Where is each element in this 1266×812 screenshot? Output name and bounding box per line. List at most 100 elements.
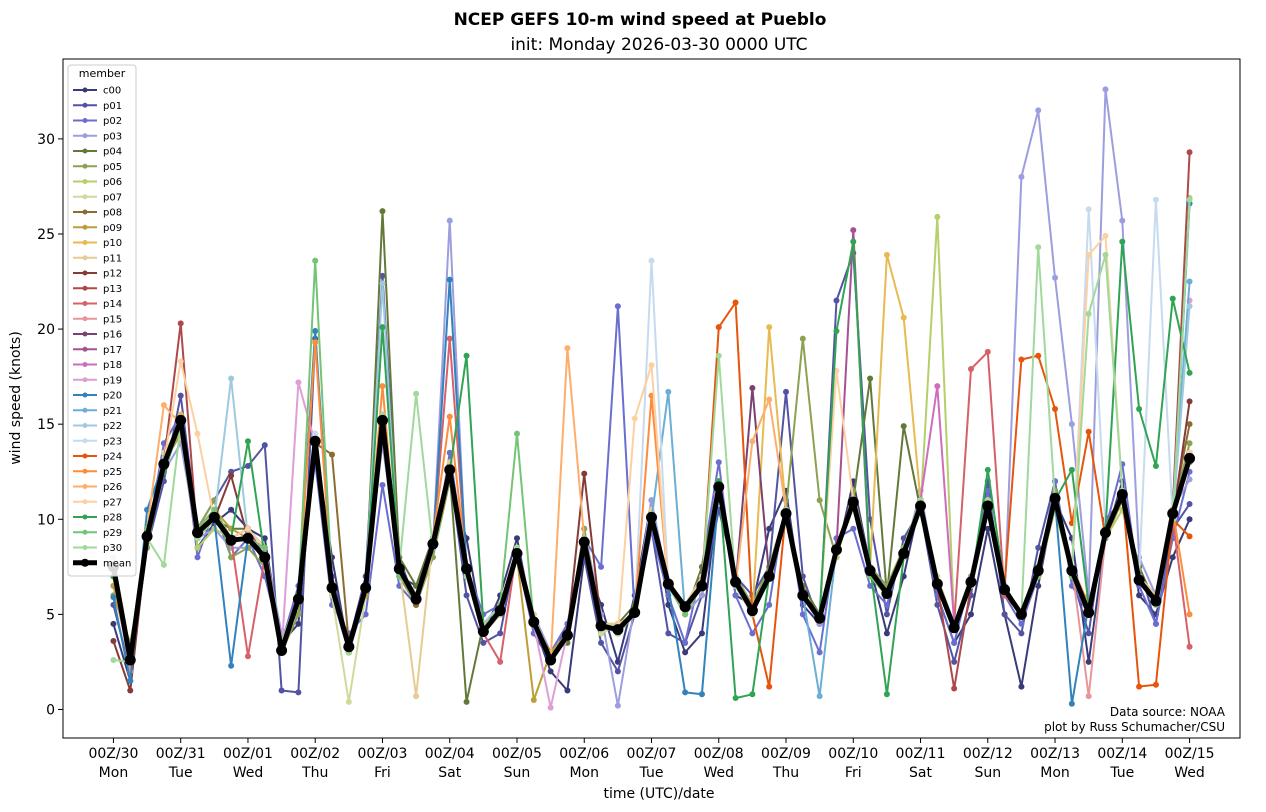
legend-label-p05: p05 xyxy=(103,162,122,173)
mean-point-42 xyxy=(814,612,826,624)
point-p01-16 xyxy=(379,272,386,279)
point-p05-64 xyxy=(1186,440,1193,447)
chart-title: NCEP GEFS 10-m wind speed at Pueblo xyxy=(454,10,827,30)
x-tick-day-1: Tue xyxy=(168,765,193,781)
point-p22-16 xyxy=(379,280,386,287)
mean-point-60 xyxy=(1116,489,1128,501)
point-p29-24 xyxy=(513,430,520,437)
legend-marker-mean xyxy=(81,558,89,567)
point-p28-43 xyxy=(833,327,840,334)
mean-point-25 xyxy=(528,616,540,628)
mean-point-33 xyxy=(662,578,674,590)
point-p02-46 xyxy=(883,601,890,608)
point-p02-15 xyxy=(362,611,369,618)
point-p28-37 xyxy=(732,695,739,702)
mean-point-7 xyxy=(225,534,237,546)
legend-label-p27: p27 xyxy=(103,497,122,508)
x-tick-label-15: 00Z/14 xyxy=(1097,746,1147,762)
legend-marker-p13 xyxy=(82,285,88,291)
mean-point-30 xyxy=(612,624,624,636)
point-p20-34 xyxy=(682,689,689,696)
point-p23-62 xyxy=(1152,196,1159,203)
legend-label-p20: p20 xyxy=(103,391,122,402)
y-tick-label-1: 5 xyxy=(46,607,55,623)
legend-marker-p24 xyxy=(82,453,88,459)
point-p24-62 xyxy=(1152,681,1159,688)
point-p29-34 xyxy=(682,611,689,618)
x-tick-day-10: Thu xyxy=(772,765,799,781)
legend-marker-p18 xyxy=(82,362,88,367)
x-tick-day-5: Sat xyxy=(438,765,461,781)
point-p10-47 xyxy=(900,314,907,321)
y-axis-label: wind speed (knots) xyxy=(8,331,24,465)
mean-point-32 xyxy=(646,511,657,523)
x-tick-day-9: Wed xyxy=(703,765,734,781)
point-p03-60 xyxy=(1119,217,1126,224)
mean-point-6 xyxy=(208,511,220,523)
point-c00-63 xyxy=(1169,554,1176,561)
point-p03-59 xyxy=(1102,86,1109,93)
mean-point-61 xyxy=(1133,574,1145,586)
data-source-note: Data source: NOAA xyxy=(1110,705,1226,719)
series-line-p24 xyxy=(112,301,1191,688)
legend-label-p18: p18 xyxy=(103,360,122,371)
point-p14-51 xyxy=(967,366,974,373)
y-axis: 0 5 10 15 20 25 30 xyxy=(37,132,63,718)
mean-series xyxy=(107,414,1196,666)
point-c00-64 xyxy=(1186,516,1193,523)
point-p24-36 xyxy=(715,324,722,331)
point-p22-7 xyxy=(228,375,235,382)
point-p01-29 xyxy=(598,639,605,646)
point-c00-33 xyxy=(665,601,672,608)
point-p28-46 xyxy=(883,691,890,698)
mean-point-11 xyxy=(292,593,304,605)
point-p25-16 xyxy=(379,383,386,390)
point-c00-46 xyxy=(883,630,890,637)
legend-marker-p12 xyxy=(82,270,88,276)
point-p07-14 xyxy=(345,698,352,705)
mean-point-52 xyxy=(982,500,994,512)
point-p25-20 xyxy=(446,413,453,420)
x-tick-day-15: Tue xyxy=(1109,765,1134,781)
mean-point-49 xyxy=(931,578,943,590)
point-c00-58 xyxy=(1085,658,1092,665)
point-p14-20 xyxy=(446,335,453,342)
point-p27-4 xyxy=(177,358,184,365)
legend-marker-p02 xyxy=(82,118,88,123)
x-tick-day-7: Mon xyxy=(569,765,599,781)
point-p02-5 xyxy=(194,554,201,561)
point-p24-58 xyxy=(1085,428,1092,435)
point-p03-54 xyxy=(1018,173,1025,180)
point-p30-59 xyxy=(1102,251,1109,258)
point-p25-12 xyxy=(312,339,319,346)
legend-marker-c00 xyxy=(82,87,88,93)
mean-point-8 xyxy=(242,532,254,544)
point-p06-5 xyxy=(194,544,201,551)
legend-marker-p05 xyxy=(82,163,88,169)
mean-point-64 xyxy=(1184,452,1196,464)
x-tick-label-14: 00Z/13 xyxy=(1030,746,1080,762)
point-p07-29 xyxy=(598,630,605,637)
x-axis-label: time (UTC)/date xyxy=(603,786,714,802)
mean-point-45 xyxy=(864,565,876,577)
legend-marker-p16 xyxy=(82,331,88,337)
legend-label-mean: mean xyxy=(103,558,131,569)
mean-point-21 xyxy=(461,563,473,575)
point-p28-63 xyxy=(1169,295,1176,302)
point-c00-7 xyxy=(228,506,235,513)
point-p30-36 xyxy=(715,352,722,359)
mean-point-27 xyxy=(561,629,573,641)
point-p02-38 xyxy=(749,630,756,637)
mean-point-24 xyxy=(511,548,523,560)
point-p12-0 xyxy=(110,638,117,644)
point-p05-41 xyxy=(799,335,806,342)
point-p20-57 xyxy=(1068,700,1075,707)
point-p30-58 xyxy=(1085,310,1092,317)
point-p21-42 xyxy=(816,693,823,700)
point-p08-13 xyxy=(329,451,336,458)
legend-label-p03: p03 xyxy=(103,131,122,142)
point-c00-27 xyxy=(564,687,571,694)
point-c00-51 xyxy=(967,611,974,618)
point-p29-6 xyxy=(211,506,218,513)
point-p27-31 xyxy=(631,415,638,422)
